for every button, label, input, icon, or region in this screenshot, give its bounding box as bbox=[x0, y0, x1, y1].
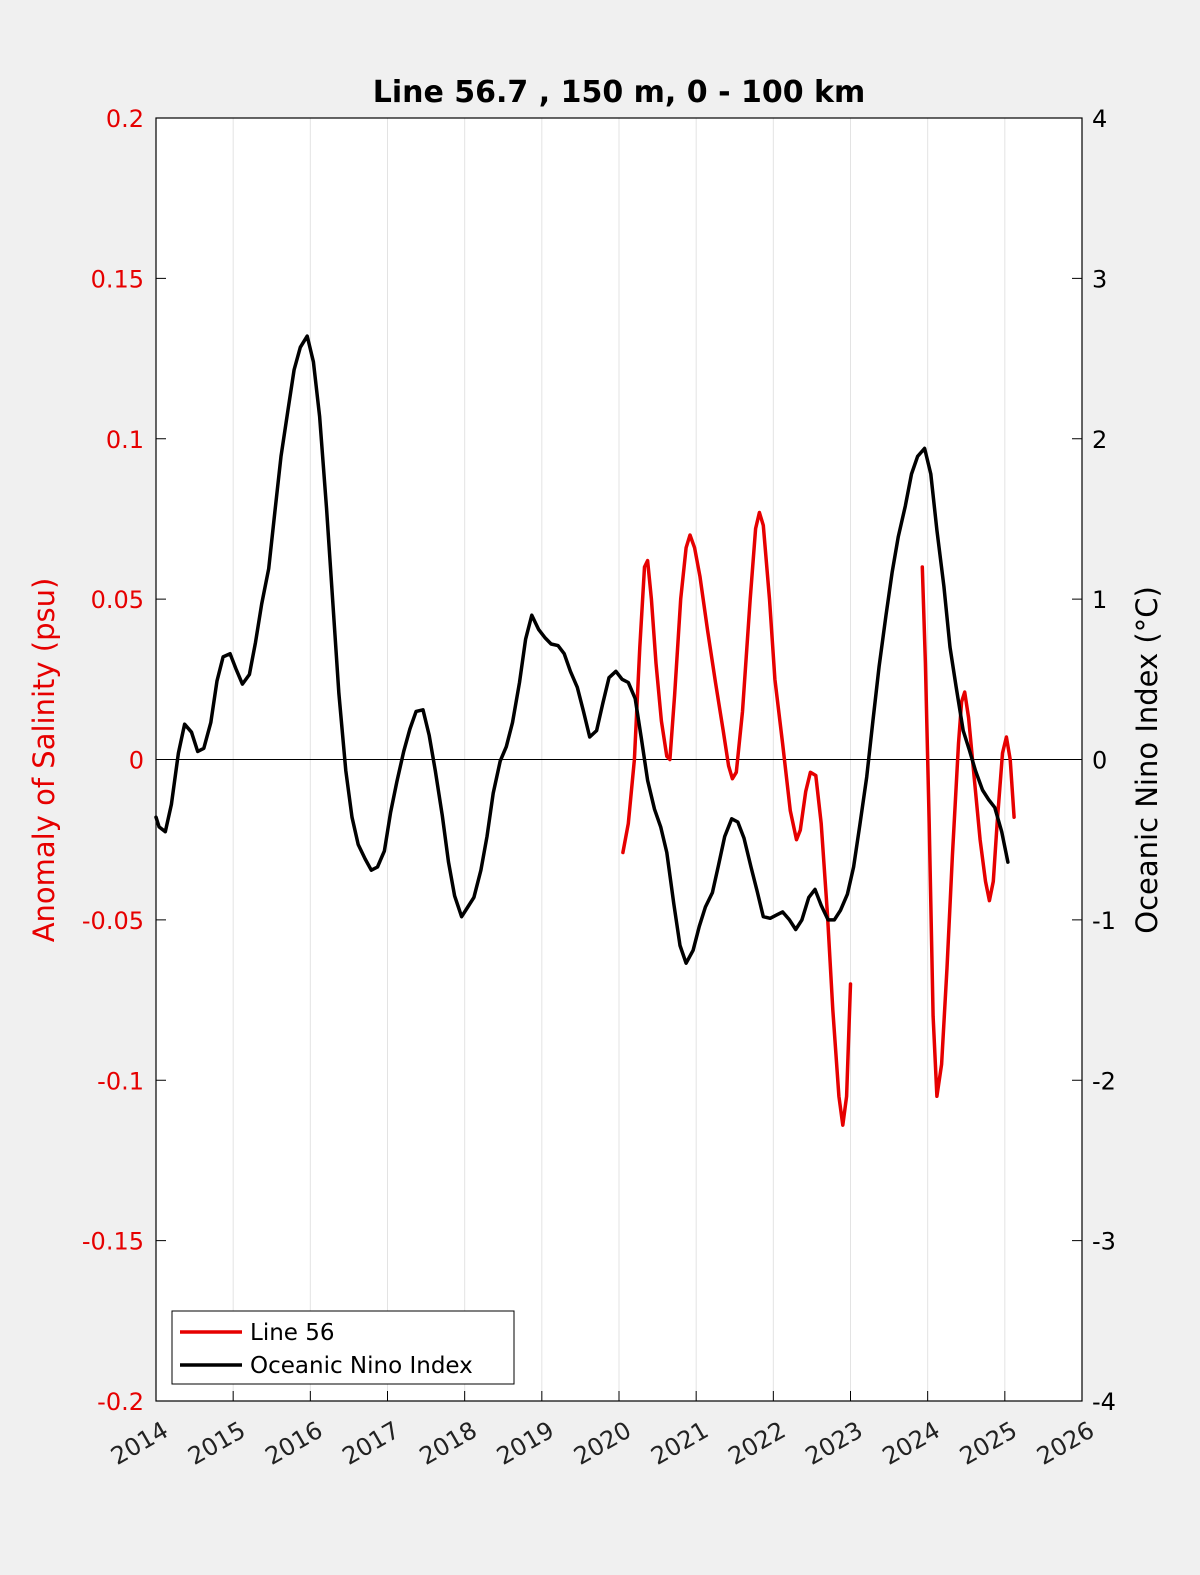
y-left-tick-label: 0 bbox=[129, 747, 144, 775]
y-right-tick-label: -3 bbox=[1092, 1228, 1116, 1256]
y-right-tick-label: 2 bbox=[1092, 426, 1107, 454]
y-left-tick-label: -0.2 bbox=[97, 1388, 144, 1416]
chart-title: Line 56.7 , 150 m, 0 - 100 km bbox=[373, 75, 866, 110]
y-right-tick-label: -1 bbox=[1092, 907, 1116, 935]
left-axis: 0.2 0.15 0.1 0.05 0 -0.05 -0.1 -0.15 -0.2 bbox=[82, 105, 166, 1416]
x-tick-label: 2024 bbox=[878, 1416, 945, 1471]
x-tick-label: 2015 bbox=[183, 1416, 250, 1471]
y-axis-left-label: Anomaly of Salinity (psu) bbox=[27, 578, 61, 943]
x-axis: 2014 2015 2016 2017 2018 2019 2020 2021 2022 2023… bbox=[106, 1391, 1099, 1471]
x-tick-label: 2021 bbox=[646, 1416, 713, 1471]
y-right-tick-label: 1 bbox=[1092, 586, 1107, 614]
x-tick-label: 2014 bbox=[106, 1416, 173, 1471]
x-tick-label: 2025 bbox=[955, 1416, 1022, 1471]
y-left-tick-label: -0.1 bbox=[97, 1067, 144, 1095]
y-axis-right-label: Oceanic Nino Index (°C) bbox=[1130, 586, 1164, 934]
series-line-line-56 bbox=[920, 565, 1016, 1099]
x-tick-label: 2017 bbox=[338, 1416, 405, 1471]
y-left-tick-label: 0.1 bbox=[106, 426, 144, 454]
x-tick-label: 2020 bbox=[569, 1416, 636, 1471]
legend: Line 56 Oceanic Nino Index bbox=[171, 1310, 515, 1385]
y-left-tick-label: 0.2 bbox=[106, 105, 144, 133]
x-tick-label: 2018 bbox=[415, 1416, 482, 1471]
y-left-tick-label: -0.15 bbox=[82, 1228, 144, 1256]
x-tick-label: 2019 bbox=[492, 1416, 559, 1471]
x-tick-label: 2026 bbox=[1032, 1416, 1099, 1471]
y-right-tick-label: 3 bbox=[1092, 265, 1107, 293]
y-left-tick-label: 0.05 bbox=[91, 586, 144, 614]
legend-label-line-56: Line 56 bbox=[250, 1320, 335, 1346]
x-tick-label: 2023 bbox=[801, 1416, 868, 1471]
y-right-tick-label: -4 bbox=[1092, 1388, 1116, 1416]
y-right-tick-label: 4 bbox=[1092, 105, 1107, 133]
series-layer bbox=[154, 334, 1016, 1127]
x-tick-label: 2022 bbox=[723, 1416, 790, 1471]
y-left-tick-label: -0.05 bbox=[82, 907, 144, 935]
series-line-line-56 bbox=[621, 510, 853, 1127]
x-tick-label: 2016 bbox=[260, 1416, 327, 1471]
y-left-tick-label: 0.15 bbox=[91, 265, 144, 293]
legend-box bbox=[171, 1310, 515, 1385]
legend-label-oni: Oceanic Nino Index bbox=[250, 1353, 473, 1379]
y-right-tick-label: -2 bbox=[1092, 1067, 1116, 1095]
y-right-tick-label: 0 bbox=[1092, 747, 1107, 775]
series-line-oceanic-nino-index bbox=[154, 334, 1010, 965]
right-axis: 4 3 2 1 0 -1 -2 -3 -4 bbox=[1072, 105, 1116, 1416]
